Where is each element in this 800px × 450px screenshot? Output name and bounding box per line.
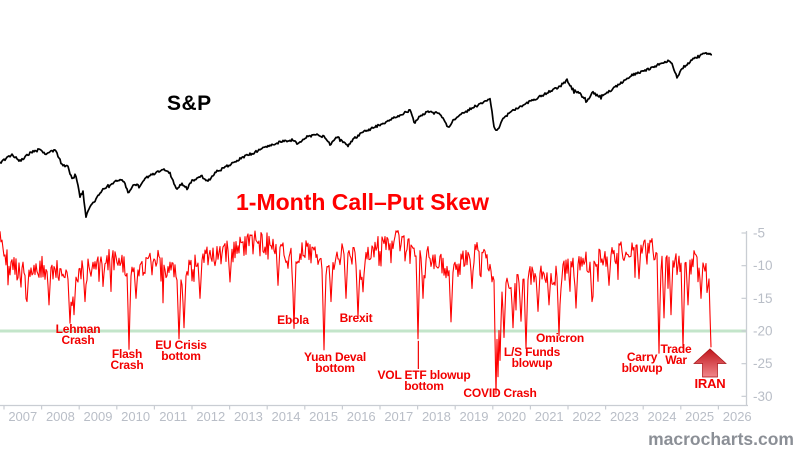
x-tick-label: 2023: [610, 409, 639, 424]
y-tick-label: -20: [753, 323, 773, 338]
x-tick-label: 2010: [121, 409, 150, 424]
x-tick-label: 2017: [384, 409, 413, 424]
y-tick-label: -5: [753, 226, 765, 241]
x-tick-label: 2016: [347, 409, 376, 424]
x-tick-label: 2018: [422, 409, 451, 424]
chart-title: 1-Month Call–Put Skew: [236, 189, 490, 215]
y-tick-label: -30: [753, 389, 773, 404]
x-tick-label: 2007: [8, 409, 37, 424]
x-tick-label: 2013: [234, 409, 263, 424]
x-tick-label: 2025: [685, 409, 714, 424]
x-tick-label: 2022: [572, 409, 601, 424]
y-tick-label: -15: [753, 291, 773, 306]
x-tick-label: 2026: [723, 409, 752, 424]
y-tick-label: -25: [753, 356, 773, 371]
x-tick-label: 2020: [497, 409, 526, 424]
x-tick-label: 2015: [309, 409, 338, 424]
skew-series-line: [0, 230, 712, 395]
x-tick-label: 2019: [460, 409, 489, 424]
x-tick-label: 2021: [535, 409, 564, 424]
x-tick-label: 2014: [272, 409, 301, 424]
watermark: macrocharts.com: [648, 429, 794, 449]
x-tick-label: 2009: [84, 409, 113, 424]
x-tick-label: 2024: [648, 409, 677, 424]
y-tick-label: -10: [753, 258, 773, 273]
iran-arrow-icon: [693, 348, 727, 378]
x-tick-label: 2008: [46, 409, 75, 424]
sp-series-line: [0, 51, 713, 219]
x-tick-label: 2011: [159, 409, 187, 424]
x-tick-label: 2012: [196, 409, 225, 424]
sp-series-label: S&P: [167, 92, 212, 115]
